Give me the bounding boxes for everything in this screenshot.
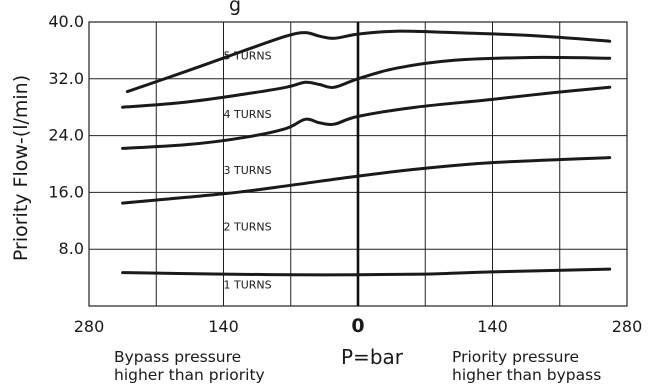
x-tick-label: 0 <box>351 315 364 337</box>
y-tick-label: 8.0 <box>59 239 84 258</box>
y-tick-label: 40.0 <box>48 12 84 31</box>
x-tick-label: 280 <box>612 317 643 336</box>
y-tick-label: 16.0 <box>48 182 84 201</box>
series-line-3-turns <box>121 85 612 150</box>
x-axis-label: P=bar <box>341 345 404 369</box>
series-label: 4 TURNS <box>224 108 272 121</box>
x-tick-label: 280 <box>74 317 105 336</box>
chart-grid <box>88 21 628 307</box>
y-tick-label: 32.0 <box>48 69 84 88</box>
series-label: 2 TURNS <box>224 221 272 234</box>
series-label: 5 TURNS <box>224 50 272 63</box>
series-line-1-turns <box>121 267 612 277</box>
chart-labels: 40.0 32.0 24.0 16.0 8.0 280 140 0 140 280 5 TURNS 4… <box>48 12 642 337</box>
right-annotation-line-2: higher than bypass <box>452 366 601 384</box>
y-axis-label: Priority Flow-(l/min) <box>10 75 32 261</box>
series-line-5-turns <box>125 29 612 94</box>
chart-title-fragment: g <box>229 0 241 16</box>
series-line-4-turns <box>121 55 612 109</box>
series-label: 1 TURNS <box>224 278 272 291</box>
x-tick-label: 140 <box>477 317 508 336</box>
right-annotation-line-1: Priority pressure <box>452 348 579 366</box>
chart-curves <box>121 29 612 277</box>
series-line-2-turns <box>121 156 612 205</box>
y-tick-label: 24.0 <box>48 126 84 145</box>
series-label: 3 TURNS <box>224 164 272 177</box>
left-annotation-line-1: Bypass pressure <box>114 348 241 366</box>
x-tick-label: 140 <box>208 317 239 336</box>
left-annotation-line-2: higher than priority <box>114 366 265 384</box>
